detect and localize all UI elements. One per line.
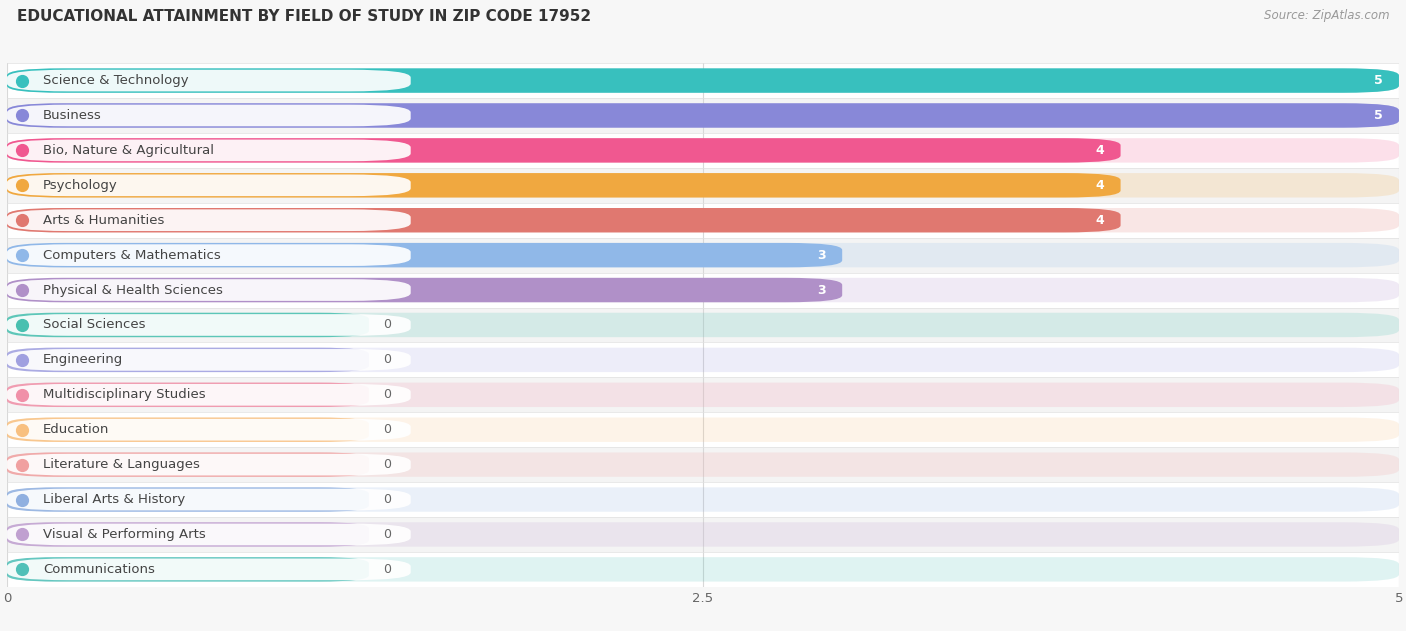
Text: 5: 5 [1374, 74, 1382, 87]
FancyBboxPatch shape [7, 243, 842, 268]
Text: Science & Technology: Science & Technology [44, 74, 188, 87]
FancyBboxPatch shape [7, 173, 1399, 198]
Bar [7, 133, 1399, 168]
Bar [7, 307, 1399, 343]
Text: Social Sciences: Social Sciences [44, 319, 146, 331]
Text: Psychology: Psychology [44, 179, 118, 192]
Text: 0: 0 [382, 493, 391, 506]
Text: 5: 5 [1374, 109, 1382, 122]
Text: Multidisciplinary Studies: Multidisciplinary Studies [44, 388, 205, 401]
Bar [7, 552, 1399, 587]
Bar [7, 412, 1399, 447]
FancyBboxPatch shape [7, 278, 1399, 302]
FancyBboxPatch shape [7, 103, 1399, 127]
Bar [7, 98, 1399, 133]
Text: 0: 0 [382, 423, 391, 436]
FancyBboxPatch shape [7, 173, 1121, 198]
FancyBboxPatch shape [7, 208, 1399, 232]
FancyBboxPatch shape [7, 103, 1399, 127]
FancyBboxPatch shape [7, 278, 842, 302]
FancyBboxPatch shape [7, 244, 411, 266]
FancyBboxPatch shape [7, 314, 411, 336]
Text: 0: 0 [382, 388, 391, 401]
Bar [7, 343, 1399, 377]
FancyBboxPatch shape [7, 280, 411, 301]
FancyBboxPatch shape [7, 384, 411, 406]
FancyBboxPatch shape [7, 348, 1399, 372]
Text: Arts & Humanities: Arts & Humanities [44, 214, 165, 227]
FancyBboxPatch shape [7, 209, 411, 231]
FancyBboxPatch shape [7, 558, 411, 580]
FancyBboxPatch shape [7, 313, 368, 337]
FancyBboxPatch shape [7, 68, 1399, 93]
FancyBboxPatch shape [7, 452, 368, 477]
Bar [7, 63, 1399, 98]
FancyBboxPatch shape [7, 522, 368, 546]
Text: 4: 4 [1095, 179, 1104, 192]
Bar [7, 203, 1399, 238]
FancyBboxPatch shape [7, 208, 1121, 232]
FancyBboxPatch shape [7, 419, 411, 440]
Bar [7, 447, 1399, 482]
Text: Visual & Performing Arts: Visual & Performing Arts [44, 528, 205, 541]
FancyBboxPatch shape [7, 138, 1121, 163]
Text: Physical & Health Sciences: Physical & Health Sciences [44, 283, 224, 297]
Bar [7, 482, 1399, 517]
Text: Bio, Nature & Agricultural: Bio, Nature & Agricultural [44, 144, 214, 157]
Text: Engineering: Engineering [44, 353, 124, 367]
FancyBboxPatch shape [7, 524, 411, 545]
FancyBboxPatch shape [7, 557, 1399, 582]
FancyBboxPatch shape [7, 349, 411, 370]
FancyBboxPatch shape [7, 175, 411, 196]
Text: 0: 0 [382, 528, 391, 541]
FancyBboxPatch shape [7, 382, 368, 407]
FancyBboxPatch shape [7, 418, 1399, 442]
FancyBboxPatch shape [7, 557, 368, 582]
Text: Business: Business [44, 109, 103, 122]
Text: EDUCATIONAL ATTAINMENT BY FIELD OF STUDY IN ZIP CODE 17952: EDUCATIONAL ATTAINMENT BY FIELD OF STUDY… [17, 9, 591, 25]
Text: Source: ZipAtlas.com: Source: ZipAtlas.com [1264, 9, 1389, 23]
Bar [7, 377, 1399, 412]
FancyBboxPatch shape [7, 68, 1399, 93]
Text: 4: 4 [1095, 214, 1104, 227]
Text: Literature & Languages: Literature & Languages [44, 458, 200, 471]
Bar [7, 168, 1399, 203]
Text: 3: 3 [817, 249, 825, 262]
FancyBboxPatch shape [7, 382, 1399, 407]
Text: 0: 0 [382, 353, 391, 367]
Bar [7, 238, 1399, 273]
FancyBboxPatch shape [7, 348, 368, 372]
FancyBboxPatch shape [7, 452, 1399, 477]
Text: 3: 3 [817, 283, 825, 297]
FancyBboxPatch shape [7, 138, 1399, 163]
Text: Education: Education [44, 423, 110, 436]
FancyBboxPatch shape [7, 70, 411, 91]
FancyBboxPatch shape [7, 454, 411, 475]
FancyBboxPatch shape [7, 105, 411, 126]
Text: 0: 0 [382, 319, 391, 331]
Text: 0: 0 [382, 458, 391, 471]
Text: Computers & Mathematics: Computers & Mathematics [44, 249, 221, 262]
FancyBboxPatch shape [7, 487, 368, 512]
Bar [7, 517, 1399, 552]
Text: Liberal Arts & History: Liberal Arts & History [44, 493, 186, 506]
FancyBboxPatch shape [7, 313, 1399, 337]
FancyBboxPatch shape [7, 243, 1399, 268]
Bar [7, 273, 1399, 307]
FancyBboxPatch shape [7, 418, 368, 442]
Text: 4: 4 [1095, 144, 1104, 157]
FancyBboxPatch shape [7, 522, 1399, 546]
FancyBboxPatch shape [7, 487, 1399, 512]
FancyBboxPatch shape [7, 489, 411, 510]
Text: 0: 0 [382, 563, 391, 576]
Text: Communications: Communications [44, 563, 155, 576]
FancyBboxPatch shape [7, 139, 411, 161]
